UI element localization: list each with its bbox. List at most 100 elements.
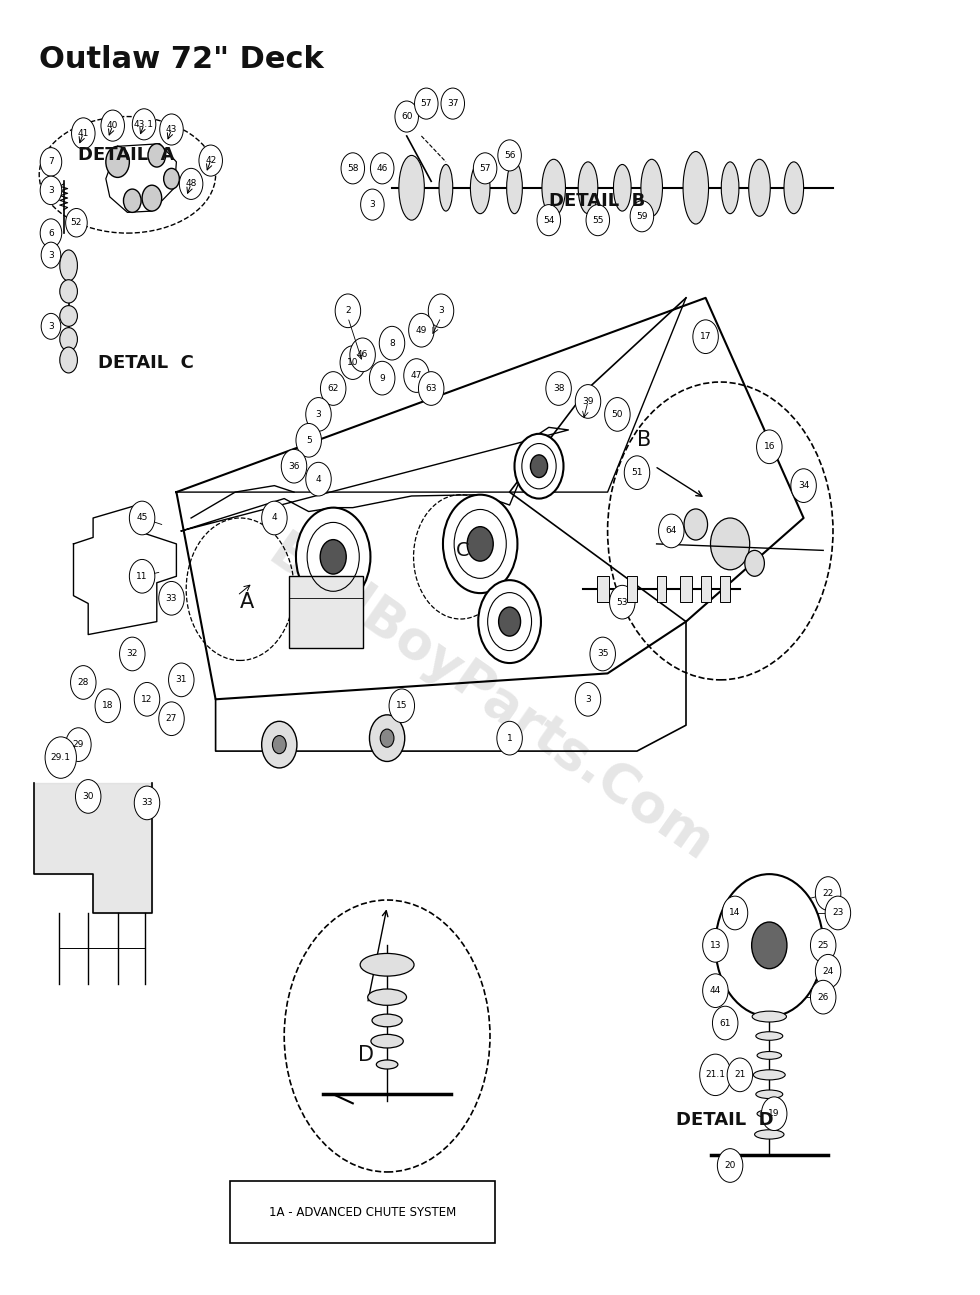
Text: 58: 58 xyxy=(347,164,359,172)
Text: 37: 37 xyxy=(447,100,459,107)
Text: 1A - ADVANCED CHUTE SYSTEM: 1A - ADVANCED CHUTE SYSTEM xyxy=(269,1206,457,1219)
Text: 57: 57 xyxy=(420,100,432,107)
Bar xyxy=(627,576,637,602)
Circle shape xyxy=(66,208,87,237)
Text: BadBoyParts.Com: BadBoyParts.Com xyxy=(258,526,722,873)
Text: 21.1: 21.1 xyxy=(706,1071,725,1079)
Circle shape xyxy=(727,1058,753,1092)
Circle shape xyxy=(306,462,331,496)
Text: D: D xyxy=(358,1045,373,1066)
Circle shape xyxy=(134,786,160,820)
Circle shape xyxy=(409,313,434,347)
Text: 43: 43 xyxy=(166,126,177,133)
Circle shape xyxy=(586,205,610,236)
Text: 19: 19 xyxy=(768,1110,780,1118)
Circle shape xyxy=(320,372,346,405)
Text: 20: 20 xyxy=(724,1162,736,1169)
Text: 27: 27 xyxy=(166,715,177,723)
FancyBboxPatch shape xyxy=(230,1181,495,1243)
Ellipse shape xyxy=(756,1090,783,1098)
Text: 43.1: 43.1 xyxy=(134,120,154,128)
Circle shape xyxy=(129,501,155,535)
Circle shape xyxy=(418,372,444,405)
Circle shape xyxy=(335,294,361,328)
Ellipse shape xyxy=(507,162,522,214)
Text: 4: 4 xyxy=(316,475,321,483)
Ellipse shape xyxy=(60,347,77,373)
Text: 10: 10 xyxy=(347,359,359,366)
Text: 63: 63 xyxy=(425,385,437,392)
Ellipse shape xyxy=(399,155,424,220)
Ellipse shape xyxy=(784,162,804,214)
Text: 28: 28 xyxy=(77,679,89,686)
Circle shape xyxy=(341,153,365,184)
Circle shape xyxy=(761,1097,787,1131)
Text: 5: 5 xyxy=(306,436,312,444)
Circle shape xyxy=(72,118,95,149)
Circle shape xyxy=(75,780,101,813)
Text: 31: 31 xyxy=(175,676,187,684)
Text: 6: 6 xyxy=(48,229,54,237)
Bar xyxy=(701,576,710,602)
Circle shape xyxy=(590,637,615,671)
Circle shape xyxy=(712,1006,738,1040)
Text: 45: 45 xyxy=(136,514,148,522)
Circle shape xyxy=(159,702,184,736)
Circle shape xyxy=(306,398,331,431)
Circle shape xyxy=(715,874,823,1017)
Text: 50: 50 xyxy=(612,411,623,418)
Circle shape xyxy=(369,361,395,395)
Text: 22: 22 xyxy=(822,890,834,897)
Circle shape xyxy=(703,974,728,1008)
Bar xyxy=(720,576,730,602)
Circle shape xyxy=(700,1054,731,1096)
Circle shape xyxy=(514,434,563,499)
Circle shape xyxy=(350,338,375,372)
Text: 44: 44 xyxy=(710,987,721,995)
Circle shape xyxy=(380,729,394,747)
Text: 3: 3 xyxy=(438,307,444,315)
Circle shape xyxy=(473,153,497,184)
Ellipse shape xyxy=(757,1110,782,1118)
Ellipse shape xyxy=(361,953,415,976)
Circle shape xyxy=(272,736,286,754)
Circle shape xyxy=(164,168,179,189)
Text: 16: 16 xyxy=(763,443,775,451)
Circle shape xyxy=(684,509,708,540)
Text: 41: 41 xyxy=(77,130,89,137)
Text: C: C xyxy=(456,541,469,559)
Circle shape xyxy=(389,689,415,723)
Text: 29.1: 29.1 xyxy=(51,754,71,761)
Circle shape xyxy=(810,980,836,1014)
Ellipse shape xyxy=(370,1035,404,1048)
Text: 25: 25 xyxy=(817,941,829,949)
Circle shape xyxy=(95,689,121,723)
Circle shape xyxy=(659,514,684,548)
Bar xyxy=(680,576,692,602)
Circle shape xyxy=(41,242,61,268)
Ellipse shape xyxy=(368,989,407,1005)
Circle shape xyxy=(296,423,321,457)
Circle shape xyxy=(630,201,654,232)
Text: 3: 3 xyxy=(48,251,54,259)
Text: 38: 38 xyxy=(553,385,564,392)
Text: 15: 15 xyxy=(396,702,408,710)
Circle shape xyxy=(169,663,194,697)
Text: 52: 52 xyxy=(71,219,82,227)
Text: 62: 62 xyxy=(327,385,339,392)
Circle shape xyxy=(497,721,522,755)
Circle shape xyxy=(160,114,183,145)
Circle shape xyxy=(546,372,571,405)
Text: 55: 55 xyxy=(592,216,604,224)
Circle shape xyxy=(340,346,366,379)
Text: DETAIL  D: DETAIL D xyxy=(676,1111,774,1129)
Circle shape xyxy=(262,721,297,768)
Text: 42: 42 xyxy=(205,157,217,164)
Circle shape xyxy=(428,294,454,328)
Text: 46: 46 xyxy=(357,351,368,359)
Text: 23: 23 xyxy=(832,909,844,917)
Ellipse shape xyxy=(578,162,598,214)
Circle shape xyxy=(537,205,561,236)
Circle shape xyxy=(467,527,493,561)
Text: 3: 3 xyxy=(316,411,321,418)
